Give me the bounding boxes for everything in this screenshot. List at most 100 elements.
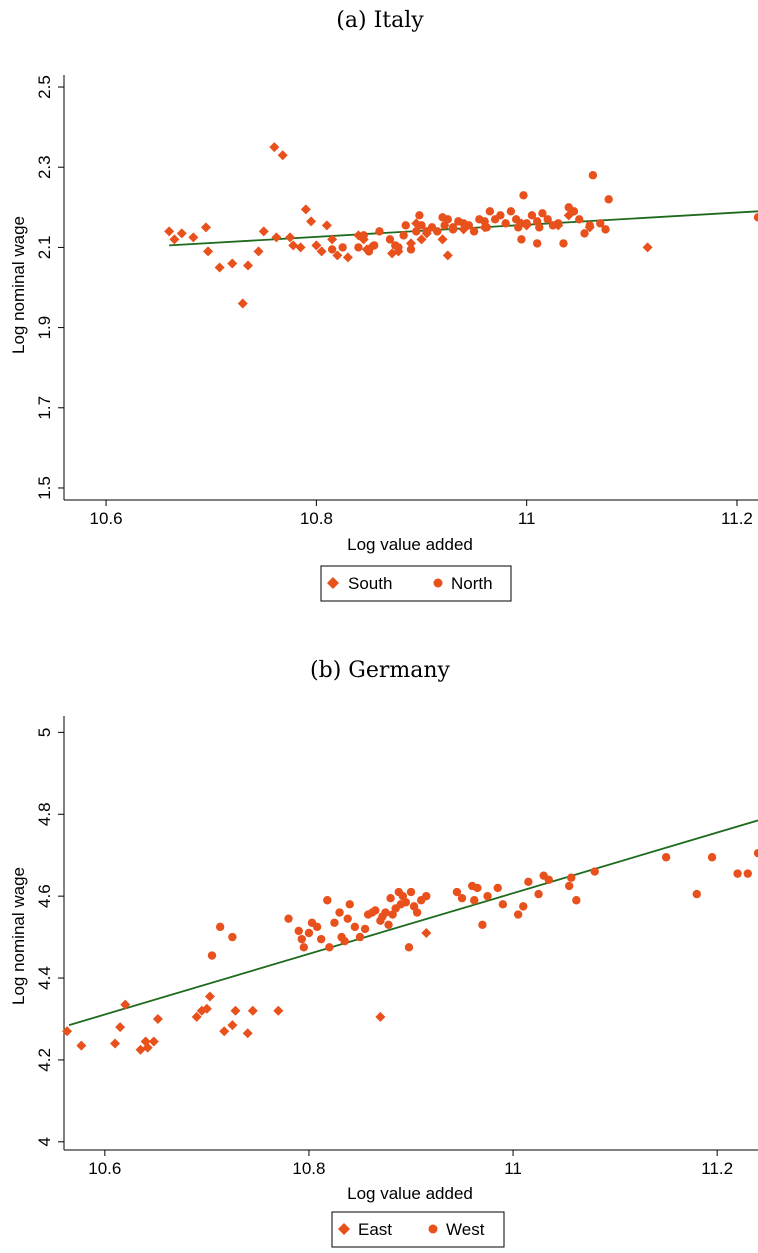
panel-a-legend-north-label: North bbox=[451, 574, 493, 593]
panel-b-legend-diamond-marker bbox=[338, 1223, 350, 1235]
panel-b-point-east-diamond bbox=[120, 999, 131, 1010]
panel-a-point-north-circle bbox=[535, 223, 544, 232]
panel-a-point-south-diamond bbox=[277, 150, 288, 161]
panel-a-title: (a) Italy bbox=[336, 8, 424, 33]
panel-a-point-south-diamond bbox=[288, 240, 299, 251]
panel-b-point-west-circle bbox=[544, 875, 553, 884]
panel-a-point-north-circle bbox=[575, 215, 584, 224]
panel-b-fit bbox=[68, 819, 758, 1026]
panel-b-point-west-circle bbox=[294, 926, 303, 936]
panel-a-point-north-circle bbox=[506, 207, 516, 216]
panel-b-point-west-circle bbox=[345, 900, 354, 909]
panel-b-x-ticks: 10.6 10.8 11 11.2 bbox=[88, 1150, 733, 1178]
panel-b-points bbox=[62, 848, 758, 1055]
panel-b-y-tick-label: 4.6 bbox=[35, 884, 54, 908]
panel-a-point-north-circle bbox=[359, 231, 368, 240]
panel-b-point-west-circle bbox=[524, 877, 533, 887]
panel-b-x-tick-label: 10.8 bbox=[292, 1159, 325, 1178]
panel-b-point-east-diamond bbox=[421, 928, 432, 938]
panel-a-legend-box bbox=[320, 565, 512, 602]
panel-a-point-north-circle bbox=[585, 221, 594, 230]
panel-a-point-south-diamond bbox=[321, 220, 332, 231]
panel-a-y-tick-label: 2.3 bbox=[35, 155, 54, 179]
panel-b-point-west-circle bbox=[513, 910, 523, 919]
panel-a-point-north-circle bbox=[369, 241, 379, 250]
panel-b-point-west-circle bbox=[567, 873, 576, 882]
panel-b-point-west-circle bbox=[457, 893, 467, 903]
panel-a-point-north-circle bbox=[588, 171, 598, 180]
panel-a-y-axis-label: Log nominal wage bbox=[9, 216, 28, 354]
panel-b-point-east-diamond bbox=[230, 1005, 241, 1016]
panel-b-y-tick-label: 4.4 bbox=[35, 966, 54, 990]
panel-b-point-west-circle bbox=[412, 908, 422, 917]
panel-b-y-tick-label: 5 bbox=[35, 728, 54, 737]
panel-a-point-south-diamond bbox=[243, 260, 254, 271]
panel-b-point-west-circle bbox=[312, 922, 322, 932]
panel-a-point-north-circle bbox=[580, 229, 589, 238]
panel-a-point-north-circle bbox=[569, 207, 579, 216]
panel-a-point-south-diamond bbox=[295, 242, 306, 253]
panel-a-point-south-diamond bbox=[227, 258, 238, 269]
panel-b-point-west-circle bbox=[707, 853, 717, 862]
panel-italy: (a) Italy Log nominal wage Log value add… bbox=[9, 8, 758, 602]
panel-b-x-tick-label: 11.2 bbox=[701, 1159, 733, 1178]
panel-a-legend-diamond-marker bbox=[327, 577, 339, 589]
panel-b-title: (b) Germany bbox=[310, 658, 450, 683]
panel-b-point-west-circle bbox=[483, 891, 492, 901]
panel-a-point-north-circle bbox=[604, 195, 613, 204]
panel-a-point-north-circle bbox=[596, 219, 605, 228]
panel-a-point-north-circle bbox=[394, 243, 403, 252]
panel-a-point-south-diamond bbox=[342, 252, 353, 263]
panel-b-point-west-circle bbox=[743, 869, 752, 878]
panel-b-point-west-circle bbox=[340, 936, 349, 946]
panel-a-point-north-circle bbox=[522, 219, 531, 228]
panel-b-point-west-circle bbox=[228, 932, 237, 942]
panel-b-point-west-circle bbox=[401, 898, 411, 907]
panel-b-point-east-diamond bbox=[273, 1005, 284, 1016]
panel-b-x-axis-label: Log value added bbox=[347, 1184, 473, 1203]
panel-b-point-west-circle bbox=[207, 951, 217, 960]
panel-b-point-west-circle bbox=[452, 887, 462, 897]
panel-a-point-north-circle bbox=[485, 207, 495, 216]
panel-b-point-east-diamond bbox=[135, 1044, 146, 1055]
panel-a-point-south-diamond bbox=[285, 232, 296, 243]
panel-a-point-north-circle bbox=[559, 239, 568, 248]
panel-b-point-east-diamond bbox=[375, 1011, 386, 1022]
panel-b-point-east-diamond bbox=[242, 1028, 253, 1039]
panel-b-y-tick-label: 4.8 bbox=[35, 802, 54, 826]
panel-a-point-north-circle bbox=[433, 227, 442, 236]
panel-b-point-east-diamond bbox=[204, 991, 215, 1002]
panel-b-point-west-circle bbox=[215, 922, 225, 932]
panel-b-point-east-diamond bbox=[247, 1005, 258, 1016]
panel-b-x-tick-label: 10.6 bbox=[88, 1159, 121, 1178]
panel-a-x-tick-label: 10.6 bbox=[90, 509, 123, 528]
panel-b-point-west-circle bbox=[473, 883, 482, 893]
panel-b-point-east-diamond bbox=[115, 1022, 126, 1033]
panel-a-point-north-circle bbox=[448, 223, 458, 232]
panel-a-point-south-diamond bbox=[442, 250, 453, 261]
panel-b-point-west-circle bbox=[297, 934, 306, 944]
panel-a-y-tick-label: 1.5 bbox=[35, 476, 54, 500]
panel-a-point-north-circle bbox=[415, 211, 424, 220]
panel-a-legend: South North bbox=[320, 565, 512, 602]
panel-a-point-north-circle bbox=[517, 235, 526, 244]
panel-b-legend-east-label: East bbox=[358, 1220, 392, 1239]
panel-a-points bbox=[164, 142, 758, 309]
panel-a-point-south-diamond bbox=[271, 232, 282, 243]
panel-a-point-north-circle bbox=[519, 191, 528, 200]
panel-b-y-axis-label: Log nominal wage bbox=[9, 867, 28, 1005]
panel-a-point-south-diamond bbox=[258, 226, 269, 237]
panel-b-point-east-diamond bbox=[76, 1040, 87, 1051]
panel-b-fit-line bbox=[68, 819, 758, 1026]
panel-a-point-north-circle bbox=[385, 235, 395, 244]
panel-a-point-north-circle bbox=[501, 219, 510, 228]
panel-b-point-west-circle bbox=[316, 934, 326, 944]
panel-b-point-east-diamond bbox=[201, 1003, 212, 1014]
panel-germany: (b) Germany Log nominal wage Log value a… bbox=[9, 658, 758, 1248]
panel-b-point-east-diamond bbox=[152, 1013, 163, 1024]
panel-a-point-north-circle bbox=[527, 211, 537, 220]
panel-a-point-north-circle bbox=[554, 219, 563, 228]
panel-b-axes bbox=[63, 716, 758, 1151]
panel-a-point-north-circle bbox=[464, 221, 474, 230]
panel-b-legend: East West bbox=[331, 1211, 505, 1248]
